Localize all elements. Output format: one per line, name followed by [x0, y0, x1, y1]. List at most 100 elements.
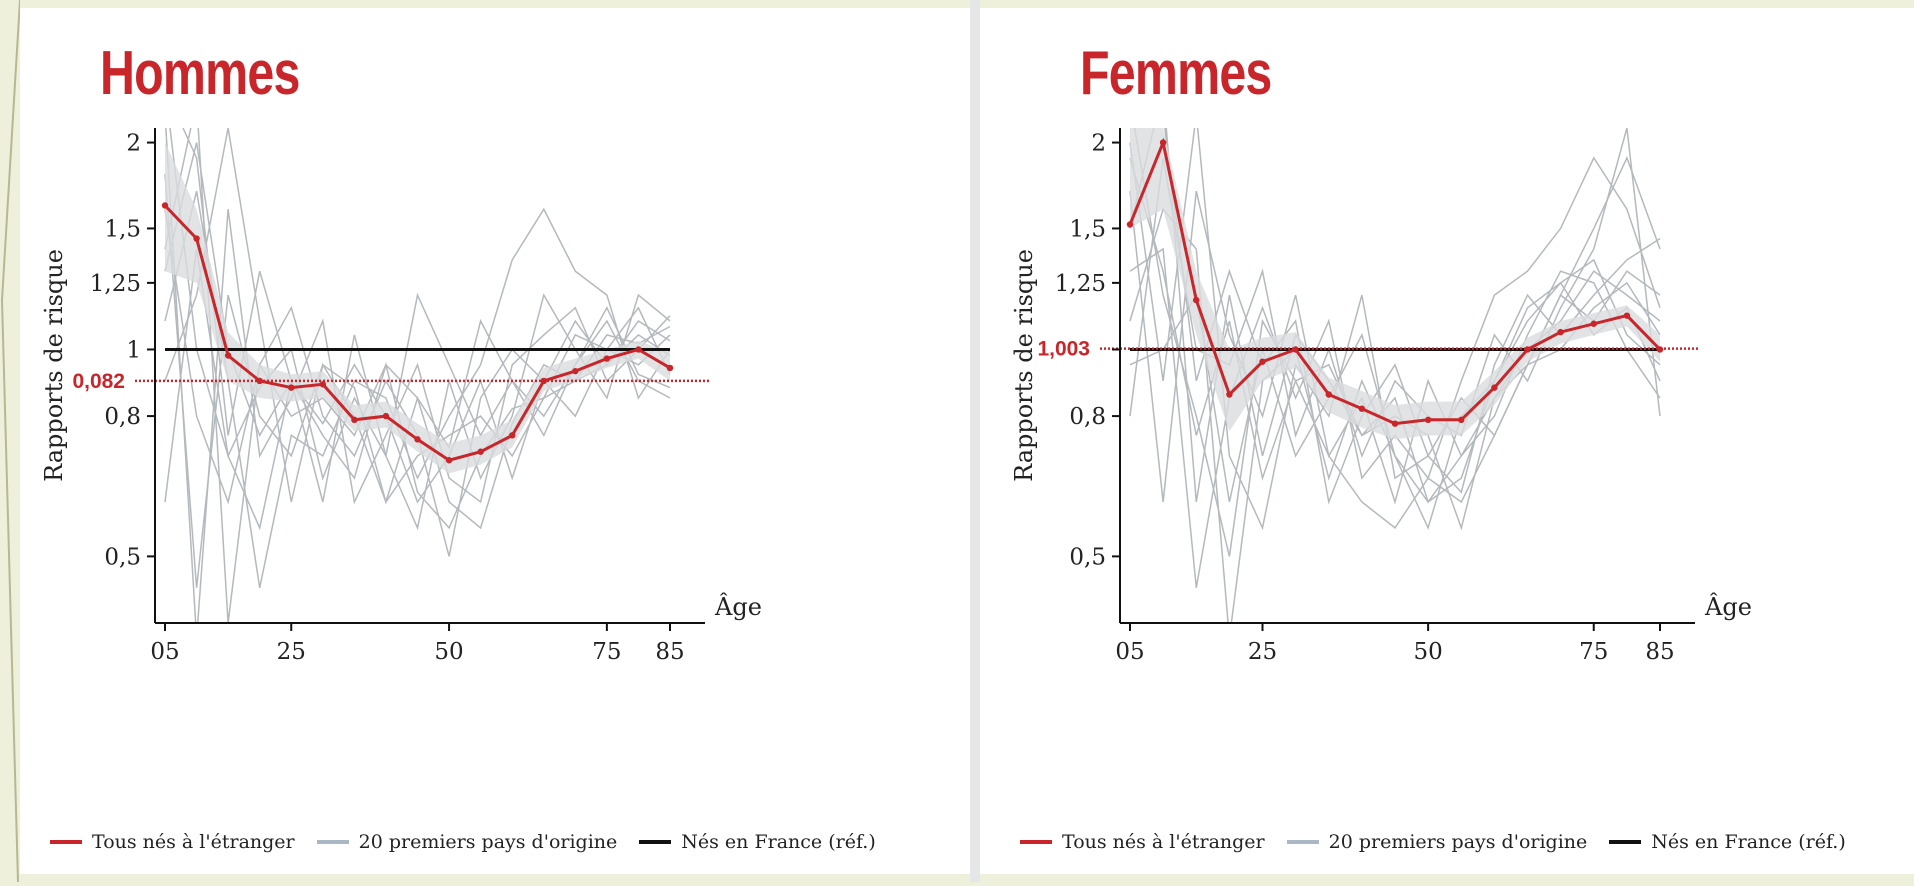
highlight-value-label: 0,082	[72, 370, 125, 393]
line-chart-hommes: 0,082 0,5 0,8 1 1,25 1,5 2 05 25 50 75 85 Âge Rapport…	[40, 128, 762, 665]
x-tick-label: 25	[277, 639, 306, 665]
legend: Tous nés à l'étranger 20 premiers pays d…	[50, 828, 876, 856]
country-line	[1129, 128, 1661, 504]
highlight-value-label: 1,003	[1037, 338, 1090, 361]
data-point	[161, 202, 169, 209]
country-line	[164, 128, 671, 504]
legend-item-foreign-born: Tous nés à l'étranger	[1020, 831, 1265, 853]
legend-item-france: Nés en France (réf.)	[639, 831, 876, 853]
data-point	[414, 436, 421, 443]
data-point	[1193, 296, 1200, 304]
y-tick-label: 1,5	[1069, 216, 1106, 242]
panel-divider	[970, 0, 980, 882]
data-point	[635, 346, 642, 353]
data-point	[603, 355, 611, 362]
x-tick-label: 85	[1645, 639, 1674, 665]
legend-swatch-red	[1020, 840, 1052, 844]
legend-swatch-red	[50, 840, 82, 844]
y-tick-label: 0,8	[1069, 404, 1106, 430]
data-point	[477, 448, 484, 455]
data-point	[445, 457, 453, 464]
y-tick-label: 2	[1091, 131, 1106, 157]
y-tick-label: 1,5	[104, 216, 141, 242]
country-line	[164, 190, 671, 588]
country-line	[1129, 281, 1661, 504]
data-point	[351, 416, 358, 424]
data-point	[666, 364, 674, 372]
x-tick-label: 25	[1248, 639, 1277, 665]
x-tick-label: 75	[1579, 639, 1608, 665]
data-point	[1656, 346, 1664, 353]
x-tick-label: 85	[655, 639, 684, 665]
legend-swatch-grey	[1286, 840, 1319, 844]
y-tick-label: 1,25	[90, 271, 141, 297]
legend-label: Tous nés à l'étranger	[92, 831, 295, 853]
country-line	[1164, 128, 1661, 505]
legend-item-countries: 20 premiers pays d'origine	[1286, 831, 1588, 853]
y-tick-label: 0,5	[1069, 544, 1106, 570]
x-tick-label: 75	[592, 639, 621, 665]
legend-label: 20 premiers pays d'origine	[1328, 831, 1588, 853]
country-line	[1129, 190, 1661, 505]
data-point	[540, 377, 547, 385]
data-point	[1358, 405, 1366, 412]
legend-swatch-grey	[316, 840, 349, 844]
x-tick-label: 05	[1115, 639, 1144, 665]
x-tick-label: 50	[1413, 639, 1442, 665]
data-point	[224, 352, 232, 359]
legend-label: Nés en France (réf.)	[1651, 831, 1846, 853]
data-point	[1424, 416, 1432, 424]
x-axis-label: Âge	[714, 592, 762, 621]
chart-panel-hommes: Hommes 0,082 0,5 0,8 1 1,25 1,5 2 05 25 50 75 85 Âge…	[20, 8, 970, 874]
legend-label: Tous nés à l'étranger	[1062, 831, 1265, 853]
y-tick-label: 1,25	[1055, 271, 1106, 297]
data-point	[1557, 328, 1564, 336]
legend-item-foreign-born: Tous nés à l'étranger	[50, 831, 295, 853]
data-point	[1458, 416, 1465, 424]
data-point	[508, 432, 516, 439]
data-point	[1325, 391, 1332, 398]
data-point	[1126, 221, 1134, 228]
country-line	[169, 128, 671, 481]
data-point	[1491, 384, 1498, 391]
legend-item-countries: 20 premiers pays d'origine	[316, 831, 618, 853]
data-point	[382, 412, 390, 420]
x-tick-label: 50	[434, 639, 463, 665]
legend-item-france: Nés en France (réf.)	[1609, 831, 1846, 853]
data-point	[1226, 391, 1233, 398]
y-tick-label: 0,8	[104, 404, 141, 430]
data-point	[288, 384, 295, 391]
data-point	[256, 377, 263, 385]
data-point	[1590, 320, 1597, 327]
data-point	[1159, 139, 1167, 146]
chart-panel-femmes: Femmes 1,003 0,5 0,8 1,25 1,5 2 05 25 50 75 85 Âge R…	[980, 8, 1914, 874]
legend: Tous nés à l'étranger 20 premiers pays d…	[1020, 828, 1846, 856]
x-axis-label: Âge	[1704, 592, 1752, 621]
plot-area	[1129, 128, 1661, 623]
data-point	[1259, 358, 1266, 365]
line-chart-femmes: 1,003 0,5 0,8 1,25 1,5 2 05 25 50 75 85 Âge Rapports…	[1010, 128, 1752, 665]
chart-title: Hommes	[100, 39, 300, 108]
legend-swatch-black	[1609, 840, 1642, 844]
y-axis-label: Rapports de risque	[40, 249, 68, 482]
country-line	[164, 142, 671, 504]
decorative-edge	[0, 0, 21, 883]
data-point	[1524, 346, 1531, 353]
data-point	[1292, 346, 1299, 353]
legend-label: Nés en France (réf.)	[681, 831, 876, 853]
country-line	[164, 248, 671, 531]
data-point	[319, 381, 327, 388]
data-point	[1391, 420, 1399, 427]
x-tick-label: 05	[150, 639, 179, 665]
y-tick-label: 1	[126, 337, 141, 363]
data-point	[572, 367, 579, 375]
data-point	[1623, 312, 1631, 319]
chart-title: Femmes	[1080, 39, 1272, 108]
y-tick-label: 2	[126, 131, 141, 157]
series-line-foreign-born	[163, 204, 671, 462]
y-axis-label: Rapports de risque	[1010, 249, 1038, 482]
y-tick-label: 0,5	[104, 544, 141, 570]
legend-label: 20 premiers pays d'origine	[358, 831, 618, 853]
legend-swatch-black	[639, 840, 672, 844]
data-point	[193, 235, 200, 242]
